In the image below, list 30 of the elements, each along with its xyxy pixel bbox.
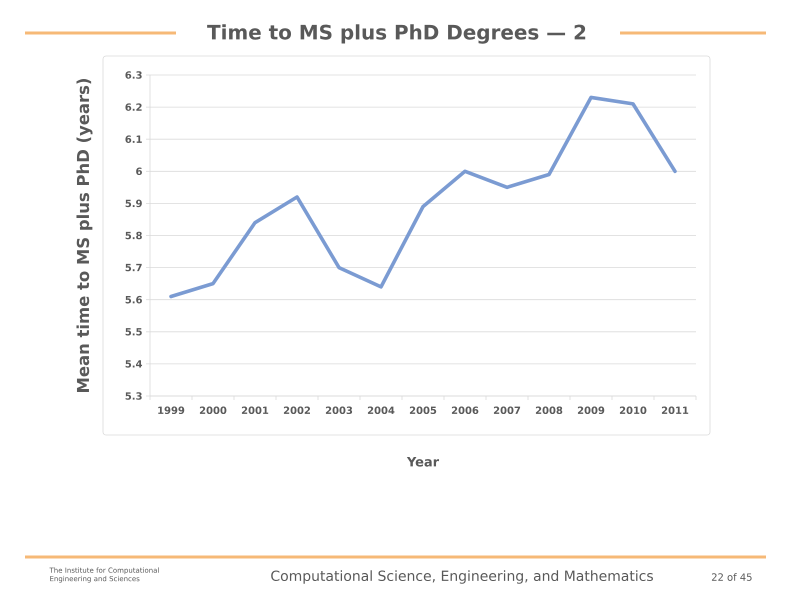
x-tick-label: 2002 bbox=[284, 406, 310, 414]
y-tick-label: 5.7 bbox=[126, 264, 142, 272]
y-tick-label: 5.6 bbox=[126, 296, 142, 304]
y-tick-label: 5.8 bbox=[126, 232, 142, 240]
x-tick-label: 2000 bbox=[200, 406, 226, 414]
x-tick-label: 2004 bbox=[368, 406, 394, 414]
y-tick-label: 6.1 bbox=[125, 135, 142, 143]
y-axis-title: Mean time to MS plus PhD (years) bbox=[76, 78, 92, 392]
x-tick-label: 2008 bbox=[536, 406, 562, 414]
x-tick-label: 2005 bbox=[410, 406, 436, 414]
x-tick-label: 2003 bbox=[326, 406, 352, 414]
x-tick-label: 2001 bbox=[242, 406, 268, 414]
x-tick-label: 2010 bbox=[620, 406, 646, 414]
y-tick-label: 5.5 bbox=[126, 328, 142, 336]
y-tick-label: 6 bbox=[136, 168, 142, 176]
text: Computational Science, Engineering, and Mathematics bbox=[271, 570, 653, 584]
y-tick-label: 5.4 bbox=[126, 360, 142, 368]
x-axis-title: Year bbox=[406, 456, 440, 467]
line-series bbox=[169, 96, 677, 298]
chart-title: Time to MS plus PhD Degrees — 2 bbox=[207, 24, 586, 44]
x-tick-label: 2006 bbox=[452, 406, 478, 414]
y-tick-label: 6.2 bbox=[125, 103, 142, 111]
y-tick-label: 5.3 bbox=[126, 392, 142, 400]
x-tick-label: 1999 bbox=[158, 406, 184, 414]
y-tick-label: 5.9 bbox=[126, 200, 142, 208]
x-tick-label: 2007 bbox=[494, 406, 520, 414]
x-tick-label: 2009 bbox=[578, 406, 604, 414]
y-tick-label: 6.3 bbox=[125, 71, 142, 79]
x-tick-label: 2011 bbox=[662, 406, 688, 414]
text: 22 of 45 bbox=[712, 573, 752, 581]
